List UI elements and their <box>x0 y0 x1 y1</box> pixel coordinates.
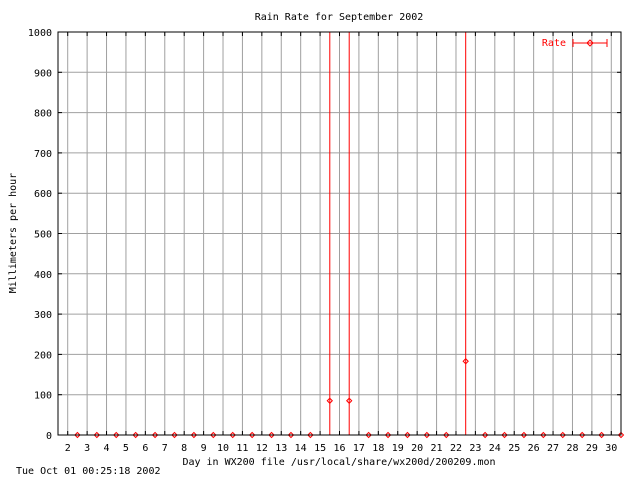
data-point <box>171 431 178 439</box>
y-tick-label: 200 <box>34 350 52 361</box>
data-point <box>598 431 605 439</box>
x-axis-label: Day in WX200 file /usr/local/share/wx200… <box>182 457 495 468</box>
x-tick-label: 5 <box>123 443 129 454</box>
x-tick-label: 8 <box>181 443 187 454</box>
data-point <box>307 431 314 439</box>
data-point <box>481 431 489 439</box>
data-point <box>617 431 625 439</box>
y-tick-label: 300 <box>34 310 52 321</box>
data-point <box>404 431 411 439</box>
x-tick-label: 29 <box>586 443 598 454</box>
x-tick-label: 30 <box>605 443 617 454</box>
generated-timestamp: Tue Oct 01 00:25:18 2002 <box>16 466 161 477</box>
legend-label: Rate <box>542 38 566 49</box>
data-point <box>151 431 159 439</box>
data-point <box>345 397 353 404</box>
x-tick-label: 15 <box>314 443 326 454</box>
y-tick-label: 0 <box>46 431 52 442</box>
x-tick-label: 10 <box>217 443 229 454</box>
x-tick-label: 11 <box>236 443 248 454</box>
x-tick-label: 12 <box>256 443 268 454</box>
x-tick-label: 19 <box>392 443 404 454</box>
x-tick-label: 7 <box>162 443 168 454</box>
data-point <box>384 431 392 439</box>
data-point <box>578 431 586 439</box>
data-point <box>326 397 334 404</box>
data-point <box>268 431 275 439</box>
data-point <box>365 431 372 439</box>
x-tick-label: 20 <box>411 443 423 454</box>
x-tick-label: 13 <box>275 443 287 454</box>
data-point <box>559 431 566 439</box>
data-point <box>74 431 81 439</box>
data-point <box>520 431 528 439</box>
x-tick-label: 16 <box>333 443 345 454</box>
x-tick-label: 22 <box>450 443 462 454</box>
grid-lines <box>58 32 621 435</box>
data-point <box>190 431 198 439</box>
data-point <box>248 431 256 439</box>
y-tick-label: 100 <box>34 391 52 402</box>
data-point <box>423 431 431 439</box>
y-tick-label: 1000 <box>28 28 52 39</box>
y-tick-label: 600 <box>34 189 52 200</box>
x-tick-label: 9 <box>201 443 207 454</box>
data-point <box>501 431 508 439</box>
y-axis-ticks: 0 100 200 300 400 500 600 700 800 900 1000 <box>28 28 621 442</box>
x-tick-label: 25 <box>508 443 520 454</box>
y-tick-label: 700 <box>34 149 52 160</box>
x-tick-label: 23 <box>469 443 481 454</box>
x-tick-label: 6 <box>142 443 148 454</box>
x-tick-label: 18 <box>372 443 384 454</box>
legend-marker <box>586 39 594 47</box>
x-axis-ticks: 2 3 4 5 6 7 8 9 10 11 12 13 14 15 16 17 18 19 20 21 22 23 24 25… <box>65 32 617 454</box>
data-point <box>287 431 295 439</box>
x-tick-label: 24 <box>489 443 501 454</box>
x-tick-label: 3 <box>84 443 90 454</box>
data-point <box>93 431 101 439</box>
data-point <box>132 431 139 439</box>
y-tick-label: 900 <box>34 68 52 79</box>
x-tick-label: 2 <box>65 443 71 454</box>
data-point <box>540 431 547 439</box>
data-point <box>113 431 120 439</box>
x-tick-label: 4 <box>104 443 110 454</box>
y-tick-label: 500 <box>34 230 52 241</box>
x-tick-label: 27 <box>547 443 559 454</box>
y-tick-label: 400 <box>34 270 52 281</box>
data-points <box>74 358 625 439</box>
data-point <box>229 431 236 439</box>
x-tick-label: 17 <box>353 443 365 454</box>
x-tick-label: 21 <box>431 443 443 454</box>
data-point <box>210 431 217 439</box>
data-point <box>443 431 450 439</box>
y-tick-label: 800 <box>34 109 52 120</box>
chart-title: Rain Rate for September 2002 <box>255 12 424 23</box>
x-tick-label: 26 <box>528 443 540 454</box>
legend: Rate <box>542 38 608 49</box>
data-point <box>462 358 469 365</box>
error-bars <box>329 32 467 435</box>
x-tick-label: 14 <box>295 443 307 454</box>
x-tick-label: 28 <box>566 443 578 454</box>
y-axis-label: Millimeters per hour <box>8 173 19 293</box>
